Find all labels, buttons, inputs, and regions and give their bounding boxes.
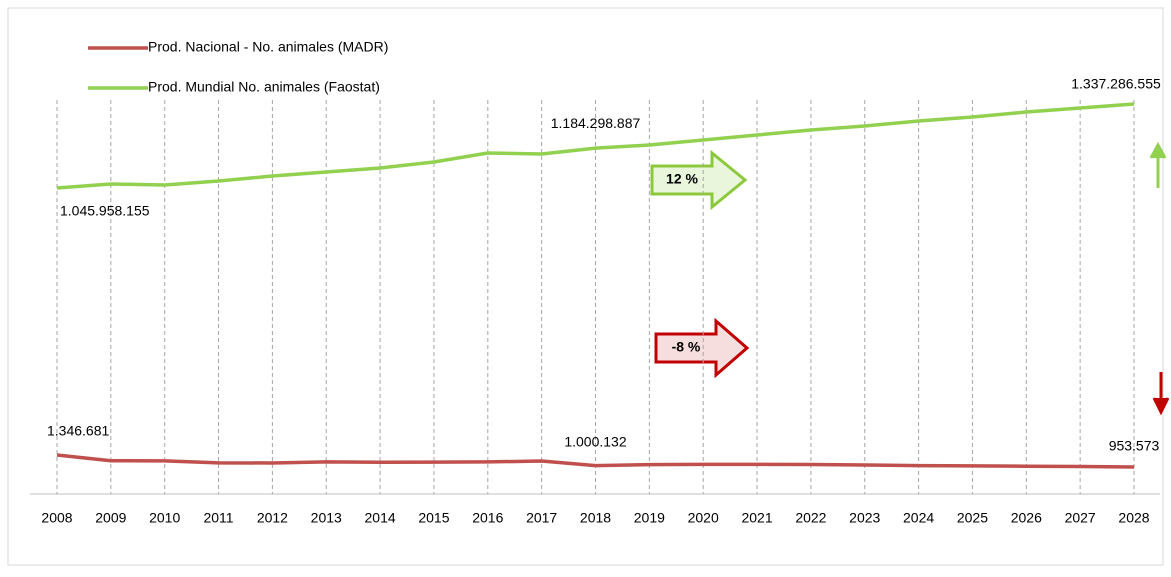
decline-arrow (654, 317, 750, 379)
x-tick-label: 2020 (688, 510, 719, 526)
x-tick-label: 2028 (1118, 510, 1149, 526)
x-tick-label: 2010 (149, 510, 180, 526)
x-tick-label: 2022 (795, 510, 826, 526)
legend-label: Prod. Nacional - No. animales (MADR) (148, 39, 388, 55)
data-label: 1.337.286.555 (1071, 76, 1161, 92)
series-line (56, 102, 1135, 190)
x-tick-label: 2017 (526, 510, 557, 526)
x-tick-label: 2027 (1065, 510, 1096, 526)
x-tick-label: 2009 (95, 510, 126, 526)
x-tick-label: 2011 (203, 510, 233, 526)
x-tick-label: 2008 (41, 510, 72, 526)
x-tick-label: 2016 (472, 510, 503, 526)
down-indicator (1152, 372, 1170, 416)
data-label: 1.045.958.155 (60, 203, 150, 219)
x-tick-label: 2021 (741, 510, 772, 526)
data-label: 1.346.681 (47, 423, 109, 439)
x-tick-label: 2012 (257, 510, 288, 526)
chart-border (7, 7, 1164, 566)
data-label: 953.573 (1109, 438, 1160, 454)
x-tick-label: 2018 (580, 510, 611, 526)
legend-label: Prod. Mundial No. animales (Faostat) (148, 79, 380, 95)
x-tick-label: 2025 (957, 510, 988, 526)
growth-arrow (650, 149, 748, 211)
series-line (56, 453, 1135, 469)
x-tick-label: 2015 (418, 510, 449, 526)
x-tick-label: 2026 (1011, 510, 1042, 526)
x-tick-label: 2023 (849, 510, 880, 526)
annotation: 12 % (666, 171, 698, 187)
x-tick-label: 2024 (903, 510, 934, 526)
data-label: 1.184.298.887 (551, 115, 641, 131)
arrow-down: -8 % (654, 317, 750, 379)
up-indicator (1149, 141, 1167, 188)
arrow-up: 12 % (650, 149, 748, 211)
annotation: -8 % (672, 339, 701, 355)
x-tick-label: 2014 (365, 510, 396, 526)
data-label: 1.000.132 (564, 433, 626, 449)
x-tick-label: 2013 (311, 510, 342, 526)
x-tick-label: 2019 (634, 510, 665, 526)
